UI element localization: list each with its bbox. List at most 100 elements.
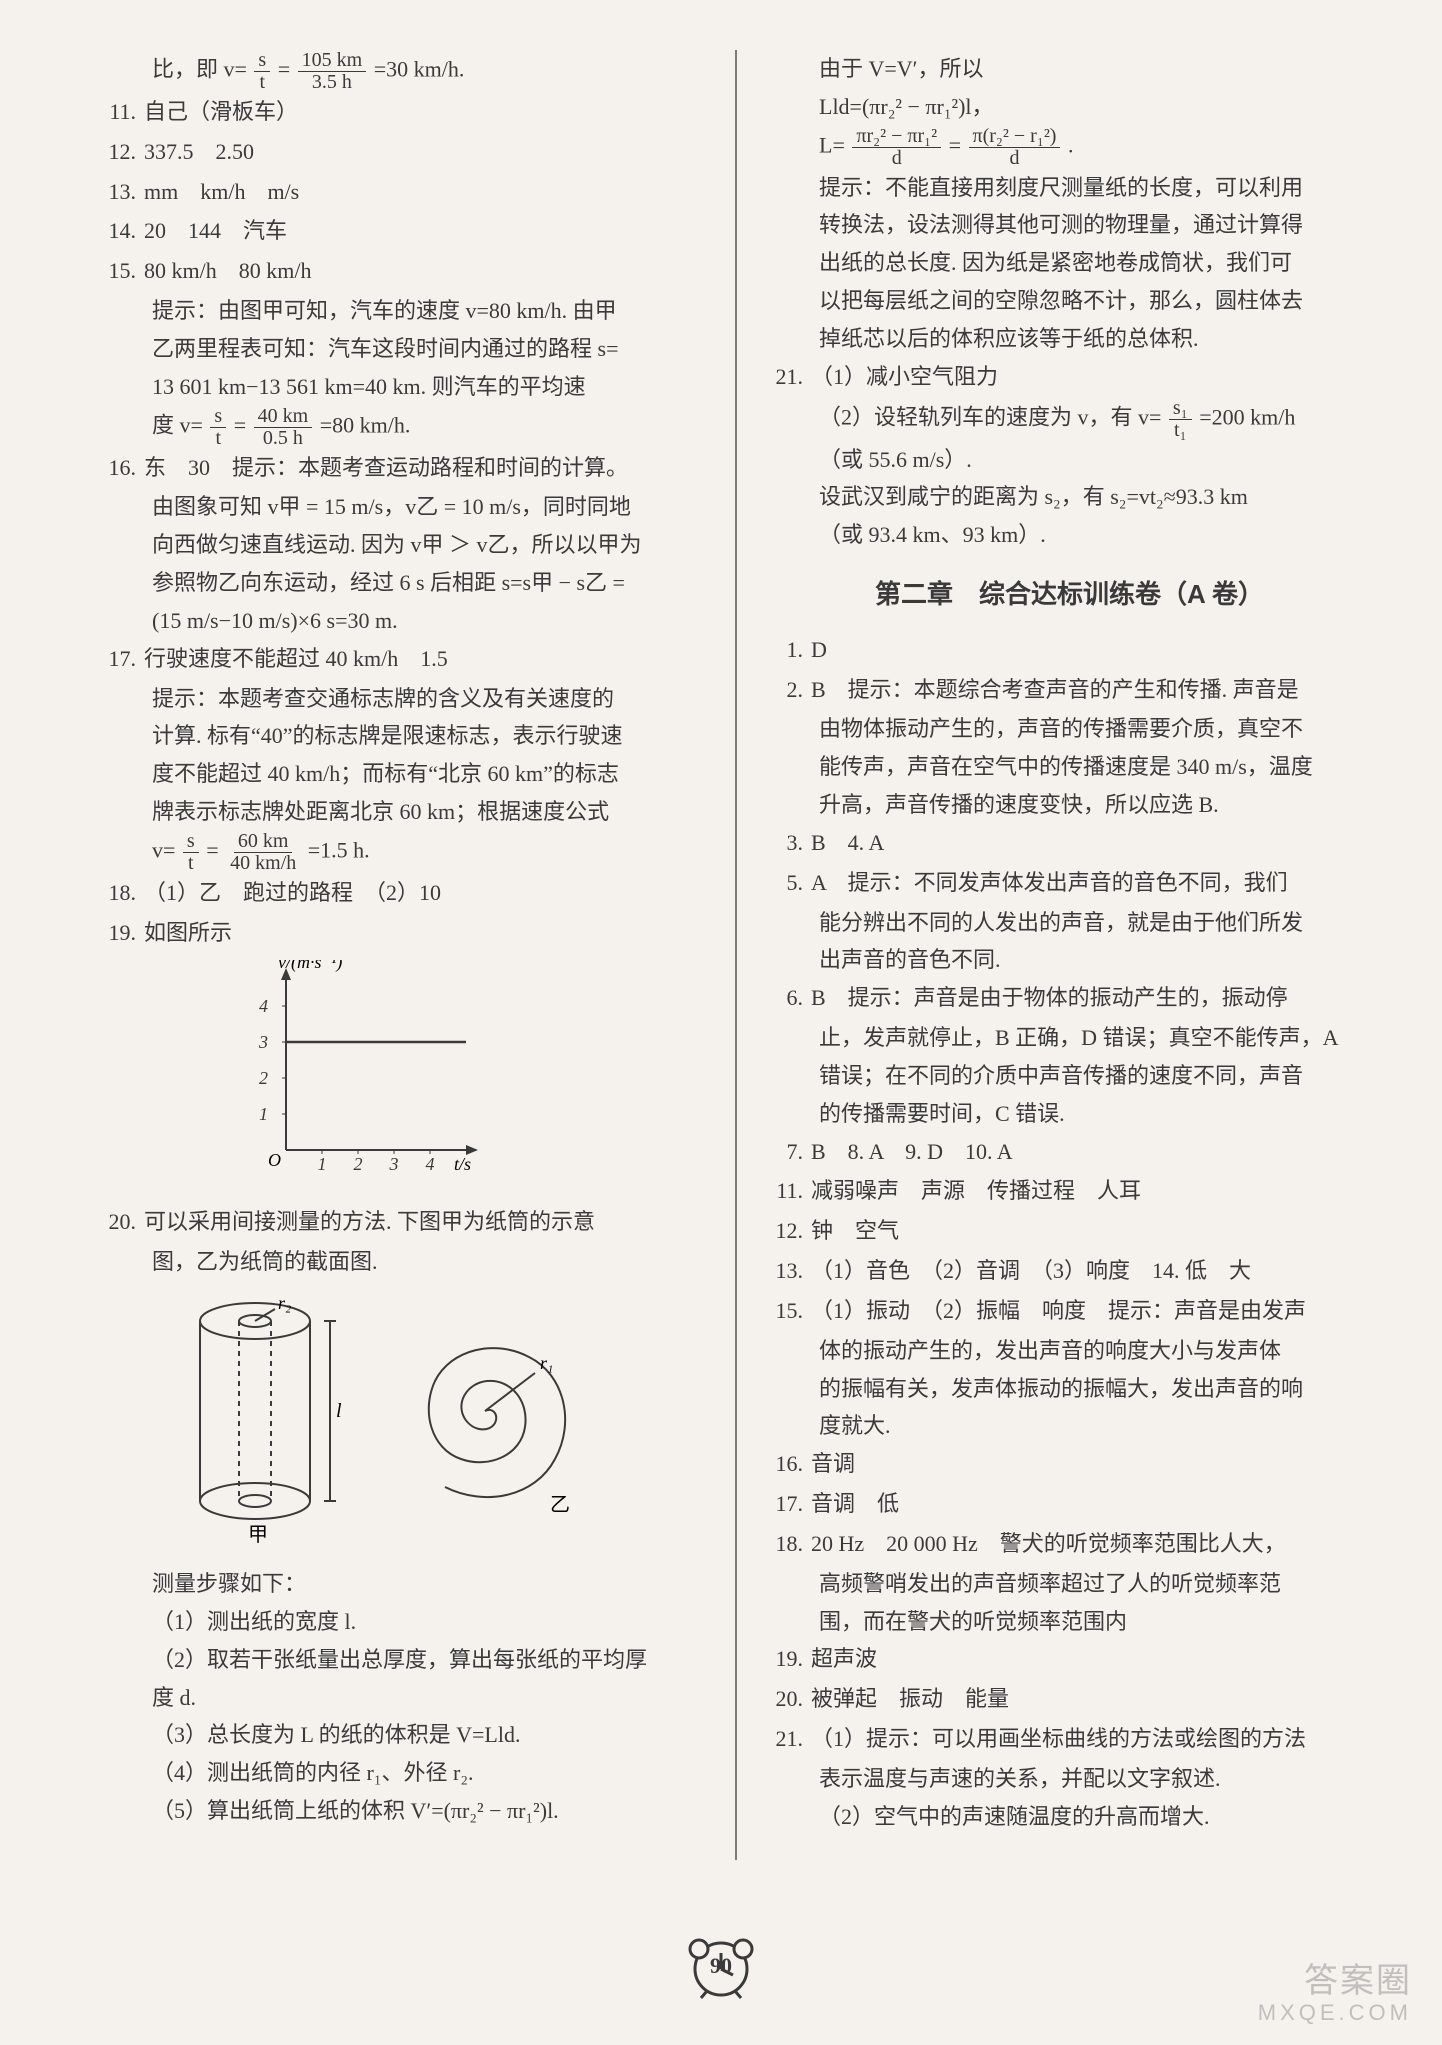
item-17: 17.行驶速度不能超过 40 km/h 1.5 bbox=[100, 640, 705, 678]
q12: 12.钟 空气 bbox=[767, 1212, 1372, 1250]
text: = bbox=[206, 837, 218, 862]
left-column: 比，即 v= st = 105 km3.5 h =30 km/h. 11.自己（… bbox=[100, 50, 705, 1860]
item-15-hint: 度 v= st = 40 km0.5 h =80 km/h. bbox=[100, 406, 705, 449]
fraction: 60 km40 km/h bbox=[226, 831, 300, 874]
cylinder-diagram: r₂ l 甲 r₁ 乙 bbox=[100, 1291, 705, 1551]
step-5: （5）算出纸筒上纸的体积 V′=(πr₂² − πr₁²)l. bbox=[100, 1792, 705, 1830]
q15-line: 的振幅有关，发声体振动的振幅大，发出声音的响 bbox=[767, 1370, 1372, 1408]
item-21: 21.（1）减小空气阻力 bbox=[767, 358, 1372, 396]
q5-line: 能分辨出不同的人发出的声音，就是由于他们所发 bbox=[767, 904, 1372, 942]
derivation-line: L= πr₂² − πr₁²d = π(r₂² − r₁²)d . bbox=[767, 126, 1372, 169]
item-15-hint: 13 601 km−13 561 km=40 km. 则汽车的平均速 bbox=[100, 368, 705, 406]
q19: 19.超声波 bbox=[767, 1640, 1372, 1678]
item-body: 可以采用间接测量的方法. 下图甲为纸筒的示意 bbox=[144, 1203, 705, 1241]
item-21-line: （或 93.4 km、93 km）. bbox=[767, 516, 1372, 554]
fraction: 40 km0.5 h bbox=[254, 406, 313, 449]
item-body: 超声波 bbox=[811, 1640, 1372, 1678]
text: =1.5 h. bbox=[308, 837, 370, 862]
item-body: 钟 空气 bbox=[811, 1212, 1372, 1250]
q6-line: 止，发声就停止，B 正确，D 错误；真空不能传声，A bbox=[767, 1019, 1372, 1057]
item-body: 减弱噪声 声源 传播过程 人耳 bbox=[811, 1172, 1372, 1210]
item-body: 20 Hz 20 000 Hz 警犬的听觉频率范围比人大， bbox=[811, 1525, 1372, 1563]
q1: 1.D bbox=[767, 631, 1372, 669]
watermark-row2: MXQE.COM bbox=[1258, 2001, 1412, 2025]
r1-label: r₁ bbox=[540, 1353, 553, 1373]
y-axis-label: v/(m·s⁻¹) bbox=[278, 960, 342, 973]
spiral-svg: r₁ 乙 bbox=[390, 1311, 590, 1531]
text: L= bbox=[819, 132, 845, 157]
item-body: B 8. A 9. D 10. A bbox=[811, 1133, 1372, 1171]
q21-line: 表示温度与声速的关系，并配以文字叙述. bbox=[767, 1760, 1372, 1798]
q21: 21.（1）提示：可以用画坐标曲线的方法或绘图的方法 bbox=[767, 1720, 1372, 1758]
item-number: 12. bbox=[767, 1212, 811, 1250]
item-body: 被弹起 振动 能量 bbox=[811, 1680, 1372, 1718]
q2-line: 升高，声音传播的速度变快，所以应选 B. bbox=[767, 786, 1372, 824]
item-number: 11. bbox=[100, 93, 144, 131]
text: =30 km/h. bbox=[374, 57, 465, 82]
item-body: 如图所示 bbox=[144, 914, 705, 952]
fraction: st bbox=[254, 50, 270, 93]
section-title: 第二章 综合达标训练卷（A 卷） bbox=[767, 572, 1372, 617]
item-16-line: 向西做匀速直线运动. 因为 v甲 ＞ v乙，所以以甲为 bbox=[100, 526, 705, 564]
item-12: 12.337.5 2.50 bbox=[100, 133, 705, 171]
cylinder-svg: r₂ l 甲 bbox=[180, 1291, 350, 1551]
item-number: 20. bbox=[100, 1203, 144, 1241]
item-14: 14.20 144 汽车 bbox=[100, 212, 705, 250]
right-column: 由于 V=V′，所以 Lld=(πr₂² − πr₁²)l， L= πr₂² −… bbox=[767, 50, 1372, 1860]
text: 度 v= bbox=[152, 412, 203, 437]
item-number: 20. bbox=[767, 1680, 811, 1718]
q18: 18.20 Hz 20 000 Hz 警犬的听觉频率范围比人大， bbox=[767, 1525, 1372, 1563]
item-16-line: 参照物乙向东运动，经过 6 s 后相距 s=s甲 − s乙 = bbox=[100, 564, 705, 602]
fraction: 105 km3.5 h bbox=[298, 50, 367, 93]
item-15-hint: 乙两里程表可知：汽车这段时间内通过的路程 s= bbox=[100, 330, 705, 368]
svg-text:O: O bbox=[268, 1150, 281, 1170]
hint-line: 提示：不能直接用刻度尺测量纸的长度，可以利用 bbox=[767, 169, 1372, 207]
derivation-line: Lld=(πr₂² − πr₁²)l， bbox=[767, 88, 1372, 126]
item-number: 15. bbox=[100, 252, 144, 290]
column-divider bbox=[735, 50, 737, 1860]
item-number: 3. bbox=[767, 824, 811, 862]
item-body: 自己（滑板车） bbox=[144, 93, 705, 131]
q2-line: 由物体振动产生的，声音的传播需要介质，真空不 bbox=[767, 710, 1372, 748]
item-number: 18. bbox=[100, 874, 144, 912]
text: = bbox=[278, 57, 290, 82]
q15-line: 度就大. bbox=[767, 1407, 1372, 1445]
svg-text:2: 2 bbox=[354, 1154, 363, 1174]
item-17-line: 度不能超过 40 km/h；而标有“北京 60 km”的标志 bbox=[100, 755, 705, 793]
item-number: 21. bbox=[767, 1720, 811, 1758]
svg-text:3: 3 bbox=[389, 1154, 399, 1174]
item-number: 7. bbox=[767, 1133, 811, 1171]
derivation-line: 由于 V=V′，所以 bbox=[767, 50, 1372, 88]
q6: 6.B 提示：声音是由于物体的振动产生的，振动停 bbox=[767, 979, 1372, 1017]
item-body: B 4. A bbox=[811, 824, 1372, 862]
step-4: （4）测出纸筒的内径 r₁、外径 r₂. bbox=[100, 1754, 705, 1792]
item-body: （1）乙 跑过的路程 （2）10 bbox=[144, 874, 705, 912]
q13: 13.（1）音色 （2）音调 （3）响度 14. 低 大 bbox=[767, 1252, 1372, 1290]
q7: 7.B 8. A 9. D 10. A bbox=[767, 1133, 1372, 1171]
item-number: 19. bbox=[100, 914, 144, 952]
q16: 16.音调 bbox=[767, 1445, 1372, 1483]
item-number: 12. bbox=[100, 133, 144, 171]
item-20: 20.可以采用间接测量的方法. 下图甲为纸筒的示意 bbox=[100, 1203, 705, 1241]
item-number: 17. bbox=[767, 1485, 811, 1523]
svg-text:4: 4 bbox=[259, 996, 268, 1016]
q18-line: 围，而在警犬的听觉频率范围内 bbox=[767, 1603, 1372, 1641]
item-13: 13.mm km/h m/s bbox=[100, 173, 705, 211]
steps-heading: 测量步骤如下： bbox=[100, 1565, 705, 1603]
fraction: π(r₂² − r₁²)d bbox=[969, 126, 1061, 169]
step-2: （2）取若干张纸量出总厚度，算出每张纸的平均厚 bbox=[100, 1641, 705, 1679]
hint-line: 出纸的总长度. 因为纸是紧密地卷成筒状，我们可 bbox=[767, 244, 1372, 282]
q6-line: 错误；在不同的介质中声音传播的速度不同，声音 bbox=[767, 1057, 1372, 1095]
item-number: 13. bbox=[100, 173, 144, 211]
l-label: l bbox=[336, 1400, 342, 1422]
item-body: 音调 低 bbox=[811, 1485, 1372, 1523]
q15: 15.（1）振动 （2）振幅 响度 提示：声音是由发声 bbox=[767, 1292, 1372, 1330]
item-body: 东 30 提示：本题考查运动路程和时间的计算。 bbox=[144, 449, 705, 487]
fraction: s₁t₁ bbox=[1169, 398, 1192, 441]
item-body: 20 144 汽车 bbox=[144, 212, 705, 250]
fraction: st bbox=[183, 831, 199, 874]
q20: 20.被弹起 振动 能量 bbox=[767, 1680, 1372, 1718]
item-body: （1）振动 （2）振幅 响度 提示：声音是由发声 bbox=[811, 1292, 1372, 1330]
item-number: 16. bbox=[100, 449, 144, 487]
item-17-line: 计算. 标有“40”的标志牌是限速标志，表示行驶速 bbox=[100, 717, 705, 755]
